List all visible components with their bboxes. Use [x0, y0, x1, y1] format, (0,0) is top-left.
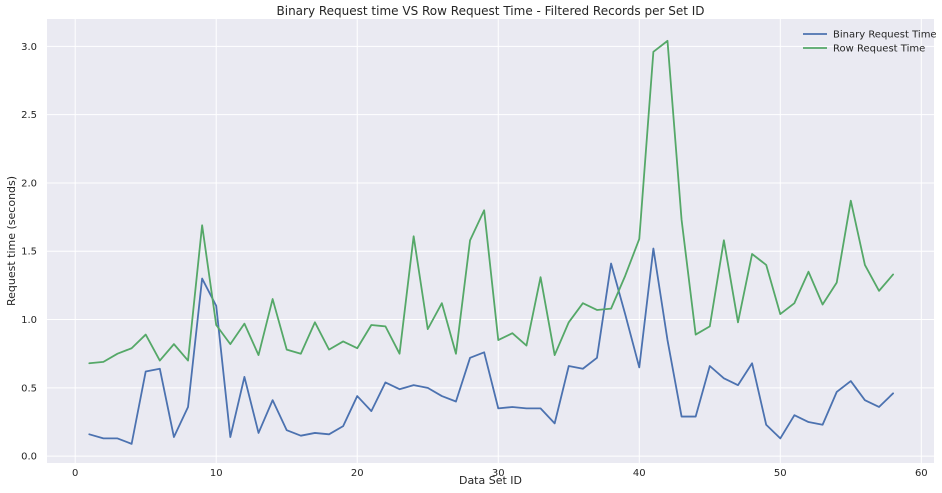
x-tick-label: 20: [351, 468, 364, 479]
series-layer: [88, 39, 894, 445]
y-tick-label: 0.0: [21, 452, 37, 463]
y-tick-label: 3.0: [21, 42, 37, 53]
grid-lines: [47, 19, 934, 463]
chart-title: Binary Request time VS Row Request Time …: [277, 4, 705, 18]
legend: Binary Request Time Row Request Time: [803, 30, 937, 55]
x-tick-label: 30: [492, 468, 505, 479]
legend-label-row: Row Request Time: [833, 44, 925, 55]
y-tick-label: 2.5: [21, 110, 37, 121]
series-line-binary-request-time: [88, 247, 894, 445]
x-tick-label: 40: [633, 468, 646, 479]
x-tick-label: 60: [915, 468, 928, 479]
plot-area: [47, 19, 934, 463]
x-tick-label: 0: [72, 468, 78, 479]
y-tick-label: 2.0: [21, 178, 37, 189]
y-tick-label: 0.5: [21, 383, 37, 394]
x-tick-label: 10: [210, 468, 223, 479]
y-tick-label: 1.5: [21, 247, 37, 258]
series-line-row-request-time: [88, 39, 894, 365]
legend-label-binary: Binary Request Time: [833, 30, 937, 41]
x-axis-ticks: 0 10 20 30 40 50 60: [72, 468, 928, 479]
x-axis-label: Data Set ID: [459, 474, 522, 487]
y-axis-label: Request time (seconds): [5, 176, 18, 306]
y-axis-ticks: 0.0 0.5 1.0 1.5 2.0 2.5 3.0: [21, 42, 37, 463]
y-tick-label: 1.0: [21, 315, 37, 326]
x-tick-label: 50: [774, 468, 787, 479]
